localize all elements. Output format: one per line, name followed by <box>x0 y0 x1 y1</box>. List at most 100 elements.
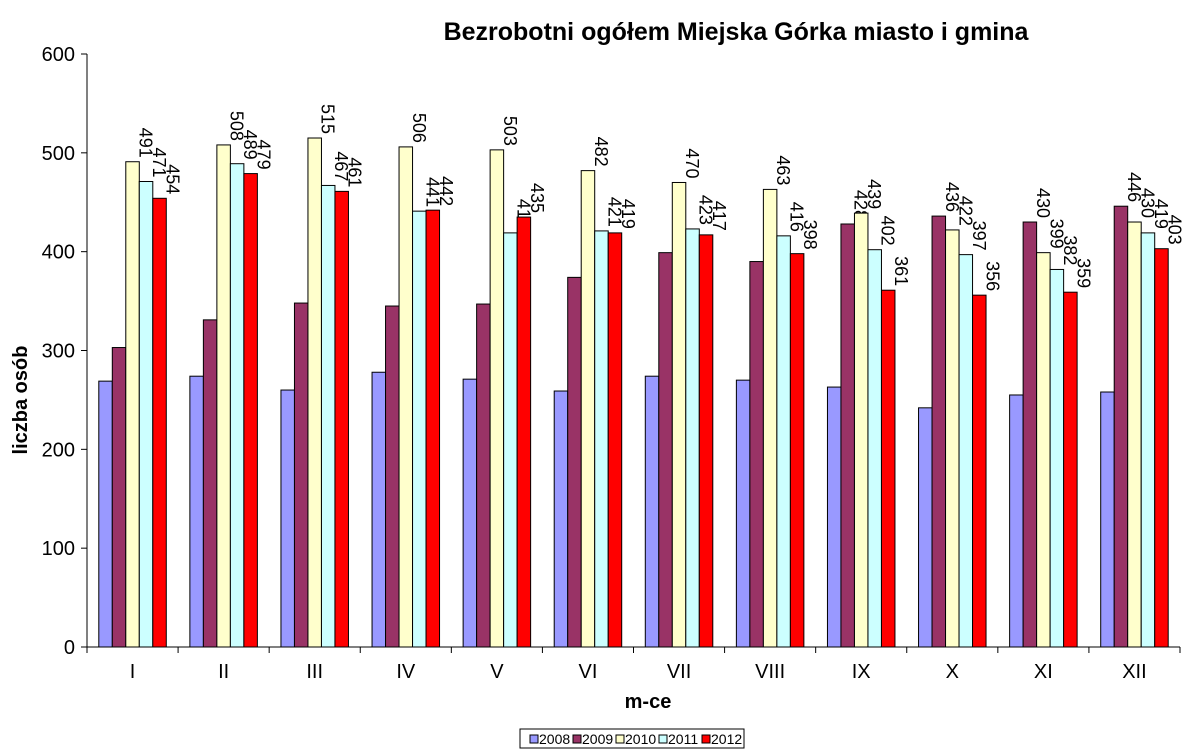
data-label: 361 <box>891 256 911 286</box>
bar <box>243 173 258 648</box>
data-label: 399 <box>1046 219 1066 249</box>
legend-swatch <box>529 734 539 744</box>
data-label: 382 <box>1060 235 1080 265</box>
data-label: 515 <box>318 104 338 134</box>
y-tick-label: 500 <box>42 143 75 165</box>
bar <box>216 144 231 648</box>
bar <box>1009 394 1024 648</box>
y-tick-label: 300 <box>42 341 75 363</box>
bar <box>644 375 660 648</box>
bar <box>580 170 596 648</box>
bar <box>1036 252 1051 648</box>
data-label: 417 <box>709 201 729 231</box>
legend-swatch <box>658 734 668 744</box>
data-label: 430 <box>1137 188 1157 218</box>
data-label: 428 <box>851 190 871 220</box>
bar <box>307 137 322 648</box>
legend-label: 2012 <box>711 731 742 747</box>
bar <box>840 223 855 648</box>
bar <box>1022 221 1038 648</box>
legend-label: 2010 <box>625 731 656 747</box>
x-tick-label: I <box>130 661 136 683</box>
data-label: 435 <box>527 183 547 213</box>
data-label: 430 <box>1033 188 1053 218</box>
data-label: 471 <box>149 147 169 177</box>
chart-title: Bezrobotni ogółem Miejska Górka miasto i… <box>444 18 1030 46</box>
x-tick-label: VII <box>667 661 691 683</box>
bar <box>462 378 478 648</box>
bar <box>945 229 960 648</box>
y-tick-label: 600 <box>42 44 75 66</box>
bar <box>489 149 505 648</box>
bar <box>280 389 295 648</box>
bar <box>880 289 896 648</box>
data-label: 442 <box>436 176 456 206</box>
data-label: 403 <box>1164 215 1184 245</box>
bar <box>1063 291 1078 648</box>
bar <box>138 180 154 648</box>
bar <box>98 380 113 648</box>
data-label: 461 <box>345 157 365 187</box>
legend-label: 2008 <box>539 731 570 747</box>
bar <box>111 347 127 648</box>
bar <box>867 249 882 648</box>
data-label: 423 <box>696 195 716 225</box>
bar <box>229 163 245 648</box>
bar <box>1154 248 1169 648</box>
data-label: 463 <box>773 155 793 185</box>
legend-swatch <box>572 734 582 744</box>
x-tick-label: X <box>946 661 959 683</box>
data-label: 422 <box>955 196 975 226</box>
y-tick-label: 400 <box>42 242 75 264</box>
data-label: 489 <box>240 130 260 160</box>
data-label: 397 <box>969 221 989 251</box>
data-label: 441 <box>422 177 442 207</box>
bar <box>685 228 700 648</box>
data-label: 454 <box>163 164 183 194</box>
bar <box>398 146 414 648</box>
bar <box>152 197 167 648</box>
data-label: 419 <box>1151 199 1171 229</box>
data-label: 479 <box>254 140 274 170</box>
legend-swatch <box>701 734 711 744</box>
bar <box>607 232 623 648</box>
x-tick-label: VIII <box>755 661 785 683</box>
bar <box>1100 391 1115 648</box>
bar <box>594 230 609 648</box>
data-label: 491 <box>136 128 156 158</box>
data-label: 416 <box>787 202 807 232</box>
bar <box>371 371 387 648</box>
x-tick-label: III <box>306 661 323 683</box>
data-label: 508 <box>227 111 247 141</box>
bar <box>918 407 933 648</box>
data-label: 419 <box>618 199 638 229</box>
data-label: 446 <box>1124 172 1144 202</box>
data-label: 439 <box>864 179 884 209</box>
bar <box>826 386 842 648</box>
data-label: 467 <box>331 151 351 181</box>
bar <box>1140 232 1156 648</box>
bar <box>658 252 673 648</box>
y-tick-label: 0 <box>64 637 75 659</box>
bar <box>789 253 805 648</box>
x-tick-label: VI <box>579 661 598 683</box>
bar <box>749 261 764 648</box>
x-tick-label: XI <box>1034 661 1053 683</box>
bar <box>385 305 400 648</box>
x-tick-label: IV <box>396 661 416 683</box>
x-tick-label: V <box>490 661 504 683</box>
bar <box>293 302 309 648</box>
x-axis-label: m-ce <box>625 691 672 713</box>
data-label: 503 <box>500 116 520 146</box>
bar <box>1127 221 1142 648</box>
y-tick-label: 200 <box>42 439 75 461</box>
data-label: 436 <box>942 182 962 212</box>
bar <box>320 184 336 648</box>
bar <box>776 235 791 648</box>
x-tick-label: II <box>218 661 229 683</box>
bar <box>972 294 987 648</box>
x-tick-label: XII <box>1122 661 1146 683</box>
data-label: 359 <box>1073 258 1093 288</box>
legend-swatch <box>615 734 625 744</box>
